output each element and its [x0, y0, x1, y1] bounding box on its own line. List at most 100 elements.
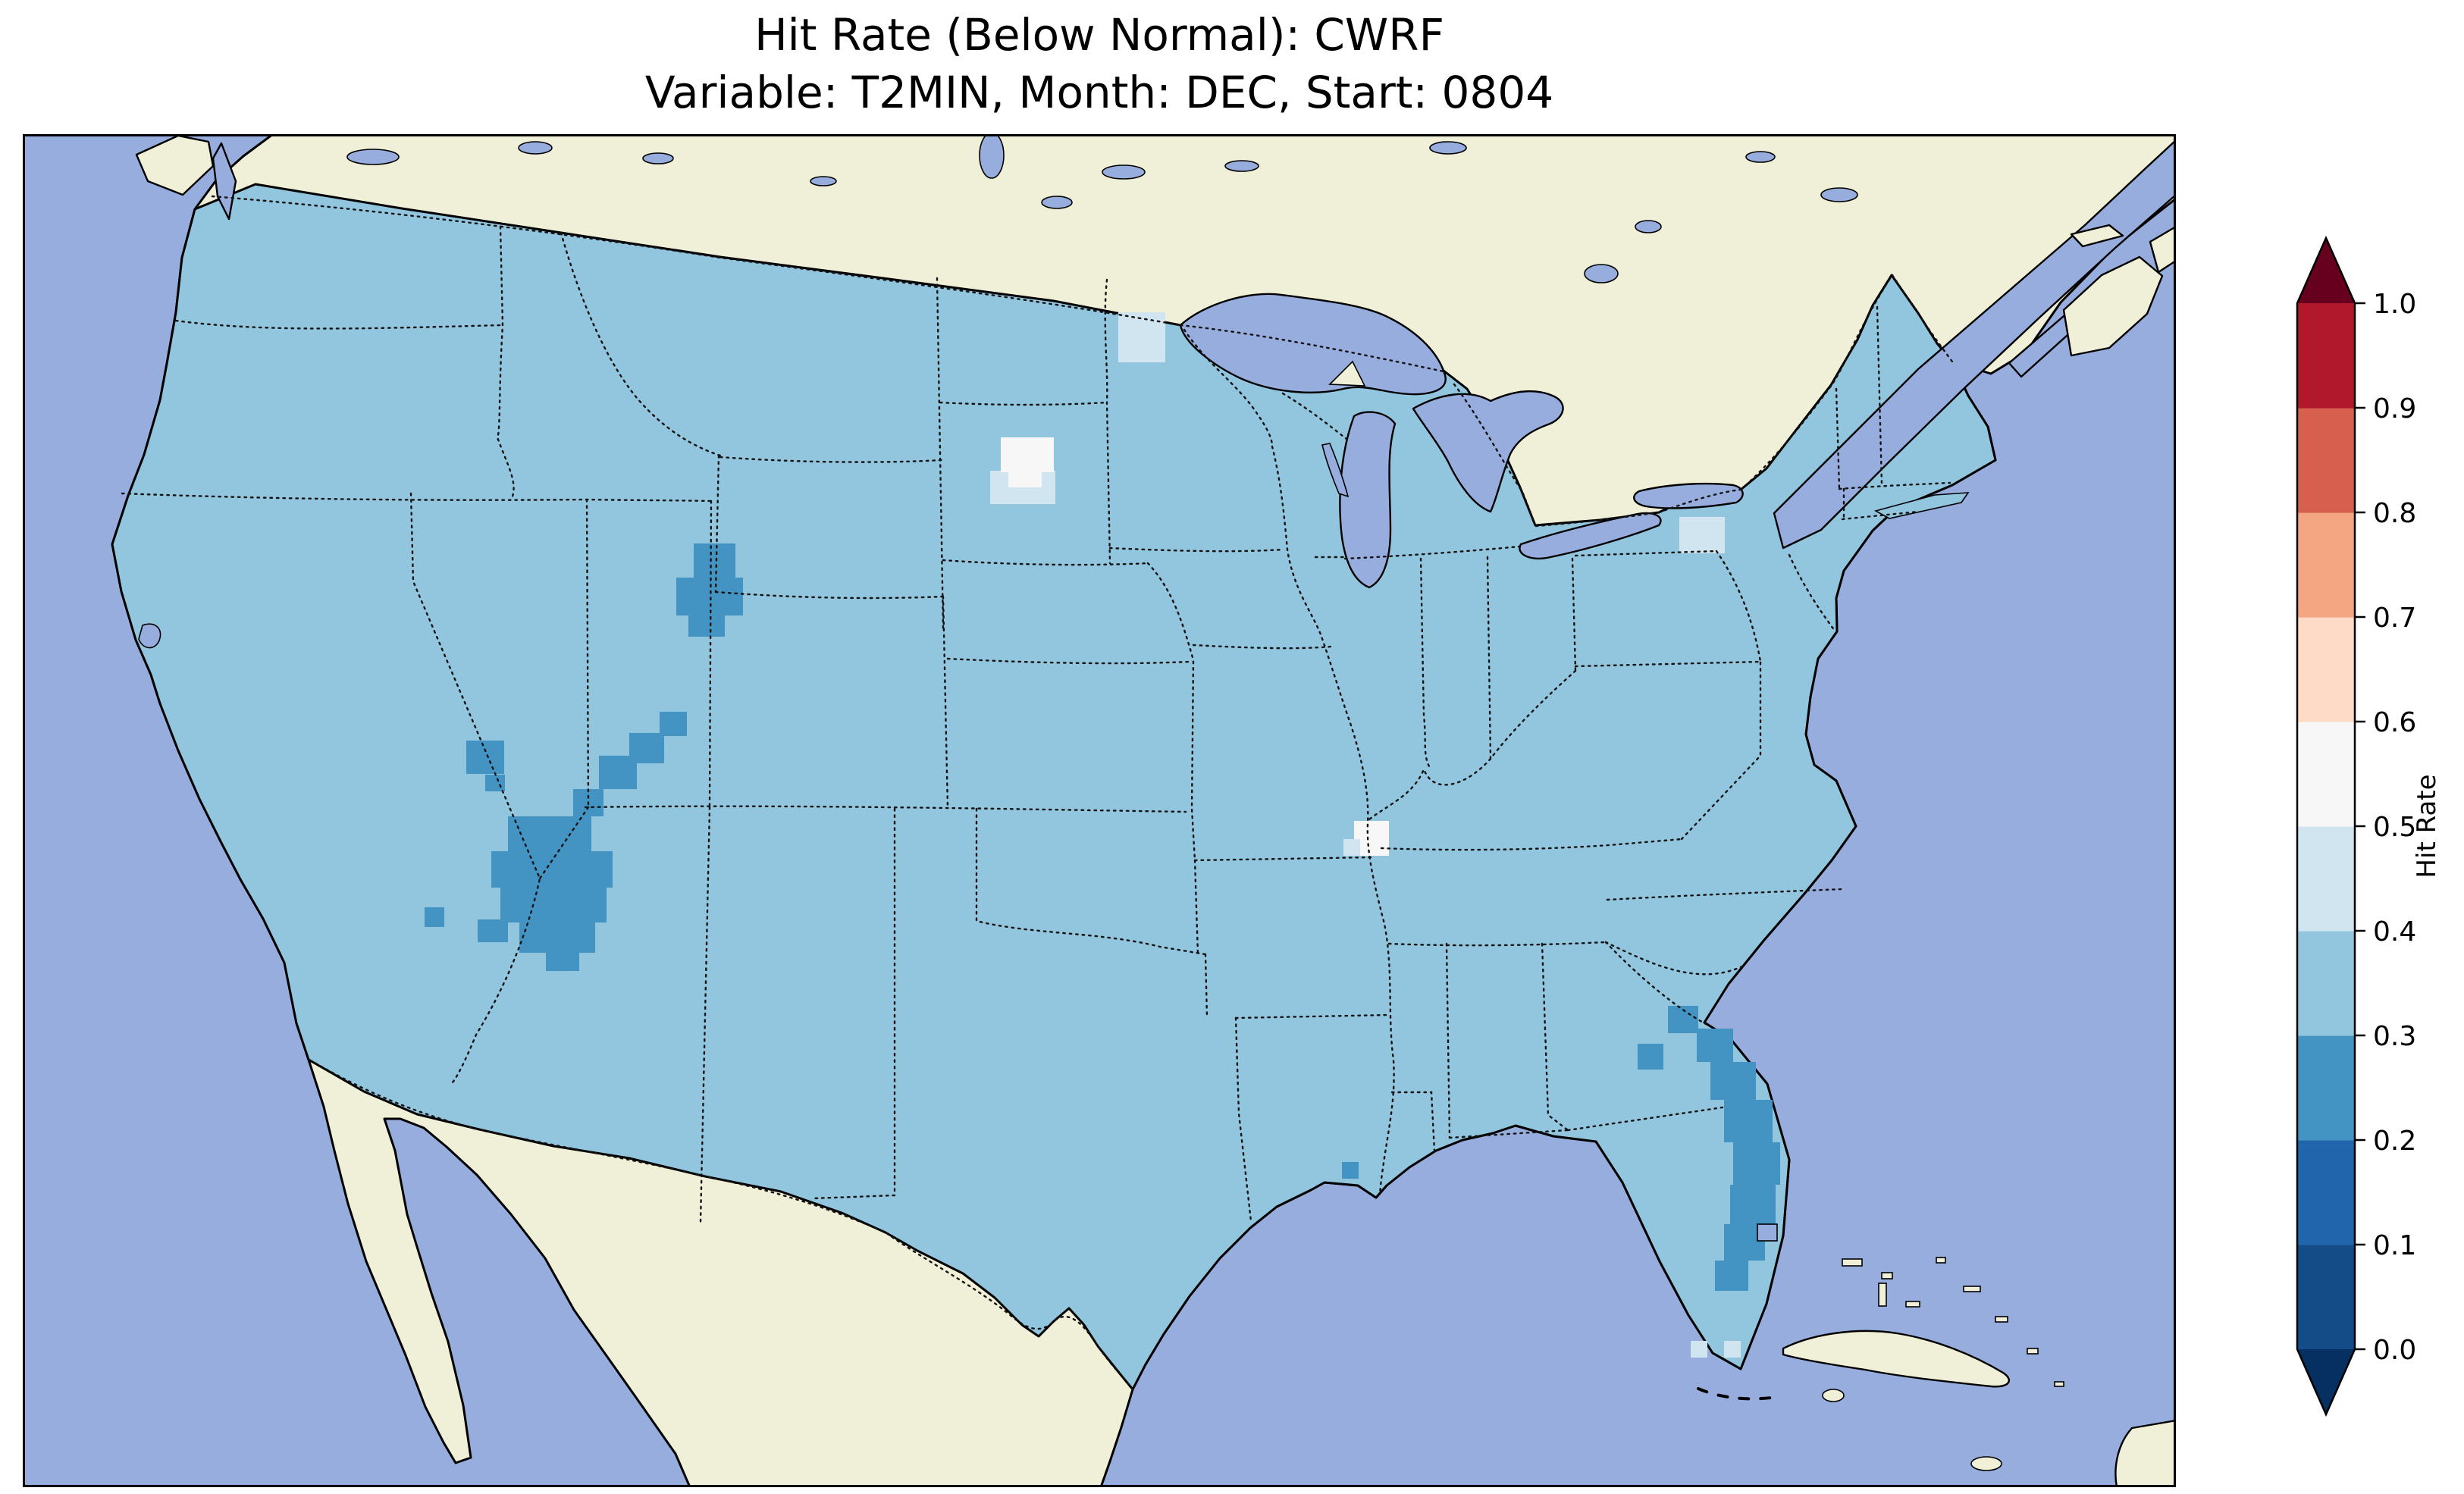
hit-rate-cell: [629, 733, 664, 763]
colorbar-tick-label: 0.3: [2373, 1021, 2416, 1052]
hit-rate-cell: [1679, 517, 1725, 553]
hit-rate-cell: [1343, 839, 1360, 856]
colorbar-tick-label: 0.7: [2373, 603, 2416, 634]
keweenaw-peninsula: [1328, 360, 1366, 387]
hit-rate-cell: [508, 816, 591, 851]
bahama-island: [1905, 1301, 1920, 1308]
lake-michigan: [1339, 411, 1397, 589]
border-through-lake-superior: [1179, 324, 1445, 373]
state-border-line: [1108, 547, 1284, 553]
canadian-lake: [1224, 160, 1259, 172]
border-through-lake-ontario: [1657, 488, 1742, 514]
state-border-line: [1192, 644, 1333, 650]
bahama-island: [1963, 1286, 1981, 1292]
cuba: [1782, 1330, 2011, 1388]
bahama-island: [1995, 1316, 2008, 1323]
canadian-lake: [1584, 264, 1619, 283]
hit-rate-cell: [1710, 1062, 1756, 1100]
state-border-line: [1571, 557, 1577, 672]
state-border-line: [1541, 942, 1569, 1132]
state-border-line: [719, 456, 943, 463]
lake-winnipeg-tip: [979, 134, 1005, 179]
hit-rate-anomaly-patches: [425, 312, 1780, 1358]
lake-of-the-woods: [1041, 196, 1073, 209]
state-border-line: [942, 559, 1149, 566]
state-border-line: [1574, 550, 1718, 557]
florida-keys: [1697, 1387, 1783, 1401]
colorbar-segment: [2297, 408, 2355, 513]
colorbar-tick-label: 0.2: [2373, 1126, 2416, 1157]
bahama-island: [1842, 1258, 1863, 1267]
canadian-lake: [810, 176, 837, 186]
hit-rate-cell: [1342, 1162, 1359, 1179]
canadian-lake: [346, 149, 400, 165]
state-border-line: [1193, 859, 1199, 956]
us-canada-border: [211, 195, 1182, 327]
hit-rate-cell: [1008, 471, 1042, 487]
state-border-line: [409, 492, 541, 1085]
puget-sound: [212, 142, 237, 221]
title-line-2: Variable: T2MIN, Month: DEC, Start: 0804: [644, 67, 1554, 118]
colorbar-extend-over: [2297, 238, 2355, 303]
cape-breton: [2149, 225, 2176, 274]
jamaica: [1970, 1456, 2002, 1471]
state-border-line: [584, 805, 1187, 813]
bahama-island: [2054, 1381, 2064, 1387]
state-border-line: [939, 401, 1108, 406]
map-frame: [23, 134, 2176, 1487]
nova-scotia: [2062, 255, 2164, 357]
islands: [135, 134, 2176, 1487]
state-border-line: [1204, 953, 1208, 1018]
colorbar-tick-label: 0.9: [2373, 393, 2416, 424]
hit-rate-cell: [519, 922, 595, 953]
colorbar-axis-label: Hit Rate: [2412, 774, 2442, 878]
state-border-line: [811, 807, 896, 1200]
state-border-line: [1788, 553, 1836, 632]
state-border-line: [936, 277, 945, 630]
hit-rate-cell: [694, 543, 735, 578]
mississippi-river-border: [1271, 445, 1395, 1195]
hit-rate-cell: [1118, 312, 1165, 362]
state-border-line: [1566, 1106, 1724, 1132]
hit-rate-cell: [1638, 1044, 1663, 1070]
political-borders: [121, 195, 1954, 1391]
colorbar-tick-label: 0.6: [2373, 707, 2416, 738]
hit-rate-cell: [1724, 1341, 1741, 1358]
colorbar-extend-under: [2297, 1349, 2355, 1414]
long-island: [1873, 492, 1970, 519]
bahama-island: [1936, 1257, 1946, 1264]
hit-rate-cell: [1691, 1341, 1707, 1358]
state-border-line: [1234, 1013, 1390, 1019]
state-border-line: [174, 319, 503, 330]
isla-de-la-juventud: [1822, 1389, 1845, 1402]
us-canada-border-northeast: [1739, 274, 1894, 491]
lake-huron: [1412, 390, 1564, 513]
canadian-lake: [642, 152, 674, 164]
map-axes: [23, 134, 2176, 1487]
hit-rate-cell: [478, 919, 508, 942]
hit-rate-cell: [1715, 1261, 1748, 1291]
hit-rate-cell: [660, 712, 687, 736]
san-francisco-bay: [138, 623, 161, 649]
maine-new-brunswick-border: [1891, 274, 1954, 363]
state-border-line: [1841, 510, 1920, 521]
state-border-line: [699, 806, 711, 1224]
colorbar-tick-label: 0.0: [2373, 1335, 2416, 1366]
state-border-line: [1574, 660, 1762, 668]
canadian-lakes: [346, 134, 1858, 283]
state-border-line: [1387, 941, 1607, 947]
state-border-line: [1146, 562, 1196, 862]
colorbar-segment: [2297, 826, 2355, 932]
state-border-line: [1281, 392, 1348, 440]
hit-rate-cell: [1724, 1100, 1773, 1142]
colorbar-segment: [2297, 1245, 2355, 1350]
inland-water-features: [138, 139, 2176, 1242]
state-border-line: [714, 590, 945, 600]
canadian-lake: [1635, 220, 1662, 233]
state-border-line: [1234, 1016, 1252, 1223]
prince-edward-island: [2070, 224, 2124, 248]
hit-rate-cell: [688, 615, 725, 637]
state-border-line: [538, 806, 590, 880]
hit-rate-cell: [676, 578, 743, 615]
